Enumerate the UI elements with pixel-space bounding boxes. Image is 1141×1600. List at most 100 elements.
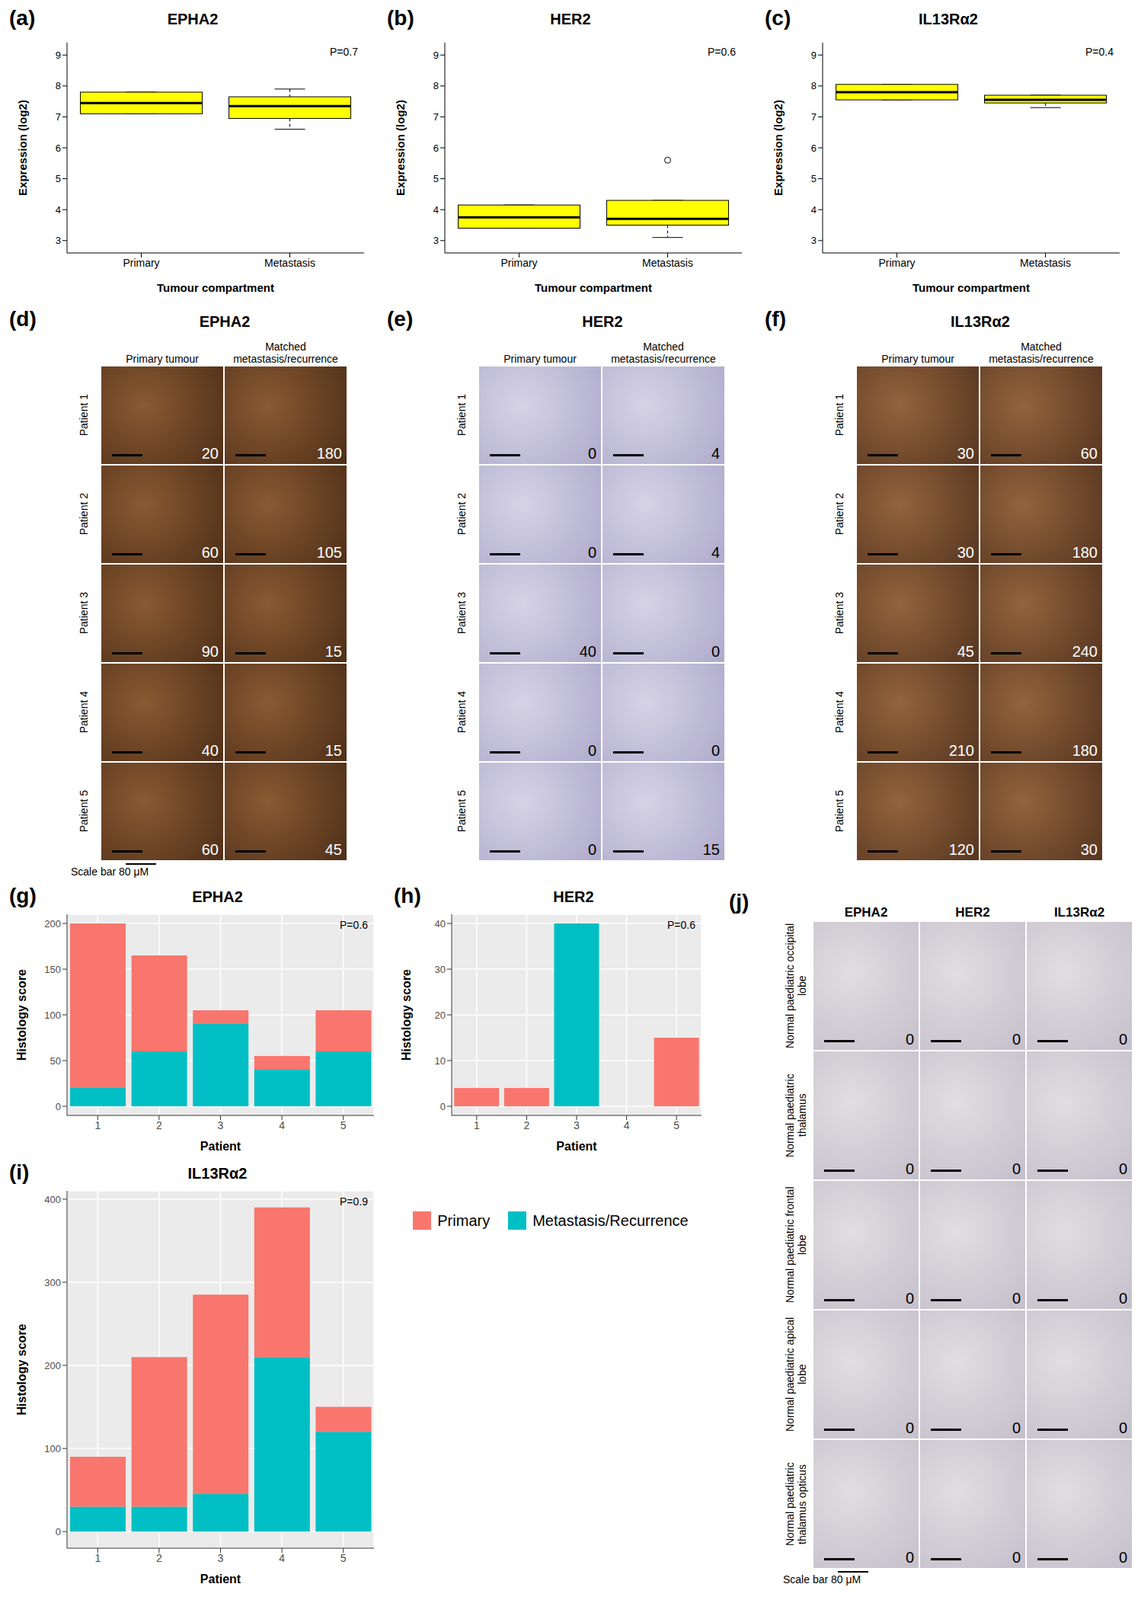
html-text:(b): (b) bbox=[386, 6, 415, 30]
svg-text:150: 150 bbox=[44, 963, 61, 975]
svg-text:4: 4 bbox=[55, 204, 61, 216]
svg-text:4: 4 bbox=[433, 204, 439, 216]
svg-text:Tumour compartment: Tumour compartment bbox=[534, 281, 652, 295]
svg-text:Expression (log2): Expression (log2) bbox=[393, 99, 407, 196]
html-text:Normal paediatric frontal lobe: Normal paediatric frontal lobe bbox=[783, 1186, 809, 1303]
svg-text:5: 5 bbox=[340, 1551, 347, 1564]
svg-text:6: 6 bbox=[811, 142, 817, 154]
svg-text:100: 100 bbox=[44, 1009, 61, 1021]
svg-text:6: 6 bbox=[433, 142, 439, 154]
html-text:15: 15 bbox=[702, 840, 720, 858]
svg-text:3: 3 bbox=[573, 1118, 580, 1132]
svg-text:4: 4 bbox=[623, 1118, 630, 1132]
html-text:60: 60 bbox=[201, 543, 219, 561]
svg-text:4: 4 bbox=[811, 204, 817, 216]
svg-text:9: 9 bbox=[55, 49, 61, 61]
html-text:(f): (f) bbox=[764, 306, 787, 331]
svg-text:5: 5 bbox=[433, 172, 439, 185]
svg-text:Tumour compartment: Tumour compartment bbox=[912, 281, 1030, 295]
svg-text:Primary: Primary bbox=[122, 256, 160, 269]
svg-text:300: 300 bbox=[44, 1276, 61, 1289]
svg-text:0: 0 bbox=[55, 1525, 61, 1538]
svg-text:9: 9 bbox=[433, 49, 439, 61]
svg-text:3: 3 bbox=[433, 234, 439, 247]
svg-text:Primary: Primary bbox=[878, 256, 915, 269]
svg-text:0: 0 bbox=[440, 1100, 446, 1113]
svg-text:50: 50 bbox=[50, 1054, 61, 1067]
svg-text:Patient: Patient bbox=[200, 1139, 242, 1153]
svg-text:1: 1 bbox=[473, 1118, 480, 1132]
svg-text:3: 3 bbox=[217, 1551, 224, 1564]
svg-text:Patient: Patient bbox=[556, 1139, 598, 1153]
html-text:60: 60 bbox=[201, 840, 219, 858]
html-text:(h): (h) bbox=[393, 883, 422, 908]
html-text:Matched metastasis/recurrence: Matched metastasis/recurrence bbox=[233, 340, 339, 365]
html-text:Normal paediatric occipital lo: Normal paediatric occipital lobe bbox=[783, 923, 809, 1049]
svg-text:3: 3 bbox=[217, 1118, 224, 1132]
svg-text:5: 5 bbox=[673, 1118, 680, 1132]
svg-text:9: 9 bbox=[811, 49, 817, 61]
html-text:40: 40 bbox=[579, 642, 597, 660]
svg-text:8: 8 bbox=[55, 79, 61, 92]
svg-text:20: 20 bbox=[434, 1009, 446, 1021]
svg-text:8: 8 bbox=[811, 79, 817, 92]
html-text:(d): (d) bbox=[9, 306, 37, 331]
svg-text:40: 40 bbox=[434, 917, 446, 930]
svg-text:Expression (log2): Expression (log2) bbox=[15, 99, 29, 196]
html-text:105: 105 bbox=[316, 543, 342, 561]
html-text:Normal paediatric thalamus: Normal paediatric thalamus bbox=[783, 1073, 809, 1157]
html-text:HER2: HER2 bbox=[550, 10, 591, 28]
svg-text:4: 4 bbox=[278, 1118, 285, 1132]
html-text:(j): (j) bbox=[728, 889, 750, 914]
svg-text:7: 7 bbox=[811, 111, 817, 123]
html-text:20: 20 bbox=[201, 444, 219, 462]
svg-text:400: 400 bbox=[44, 1193, 61, 1205]
html-text:EPHA2: EPHA2 bbox=[167, 10, 219, 28]
svg-text:2: 2 bbox=[156, 1551, 163, 1564]
svg-text:Metastasis: Metastasis bbox=[642, 256, 694, 269]
svg-text:5: 5 bbox=[340, 1118, 347, 1132]
svg-text:Histology score: Histology score bbox=[15, 1323, 29, 1415]
svg-text:8: 8 bbox=[433, 79, 439, 92]
html-text:30: 30 bbox=[957, 444, 975, 462]
svg-text:3: 3 bbox=[55, 234, 61, 247]
html-text:Normal paediatric apical lobe: Normal paediatric apical lobe bbox=[783, 1316, 809, 1432]
svg-text:200: 200 bbox=[44, 1359, 61, 1372]
html-text:90: 90 bbox=[201, 642, 219, 660]
svg-text:Histology score: Histology score bbox=[399, 968, 413, 1061]
svg-text:0: 0 bbox=[55, 1100, 61, 1113]
svg-text:5: 5 bbox=[55, 172, 61, 185]
svg-text:7: 7 bbox=[55, 111, 61, 123]
svg-text:Tumour compartment: Tumour compartment bbox=[156, 281, 275, 295]
svg-text:Metastasis: Metastasis bbox=[1019, 256, 1071, 269]
svg-text:1: 1 bbox=[94, 1118, 101, 1132]
svg-text:Histology score: Histology score bbox=[15, 968, 29, 1061]
html-text:Normal paediatric thalamus opt: Normal paediatric thalamus opticus bbox=[783, 1461, 809, 1546]
html-text:Matched metastasis/recurrence: Matched metastasis/recurrence bbox=[988, 340, 1094, 365]
html-text:IL13Rα2: IL13Rα2 bbox=[918, 10, 978, 28]
svg-text:30: 30 bbox=[434, 963, 446, 975]
svg-text:200: 200 bbox=[44, 917, 61, 930]
svg-text:2: 2 bbox=[156, 1118, 163, 1132]
html-text:(e): (e) bbox=[386, 306, 413, 331]
svg-text:Expression (log2): Expression (log2) bbox=[771, 99, 785, 196]
svg-text:4: 4 bbox=[278, 1551, 285, 1564]
html-text:180: 180 bbox=[316, 444, 342, 462]
html-text:(g): (g) bbox=[9, 883, 37, 908]
html-text:Matched metastasis/recurrence: Matched metastasis/recurrence bbox=[610, 340, 716, 365]
svg-text:3: 3 bbox=[811, 234, 817, 247]
svg-text:1: 1 bbox=[94, 1551, 101, 1564]
svg-text:7: 7 bbox=[433, 111, 439, 123]
svg-text:10: 10 bbox=[434, 1054, 446, 1067]
svg-text:2: 2 bbox=[524, 1118, 531, 1132]
svg-text:Metastasis: Metastasis bbox=[264, 256, 316, 269]
svg-text:6: 6 bbox=[55, 142, 61, 154]
svg-text:Patient: Patient bbox=[200, 1572, 242, 1586]
svg-text:5: 5 bbox=[811, 172, 817, 185]
html-text:40: 40 bbox=[201, 741, 219, 759]
html-text:(c): (c) bbox=[764, 6, 791, 30]
html-text:(i): (i) bbox=[9, 1160, 30, 1184]
svg-text:Primary: Primary bbox=[500, 256, 537, 269]
svg-text:100: 100 bbox=[44, 1442, 61, 1455]
html-text:(a): (a) bbox=[9, 6, 36, 30]
